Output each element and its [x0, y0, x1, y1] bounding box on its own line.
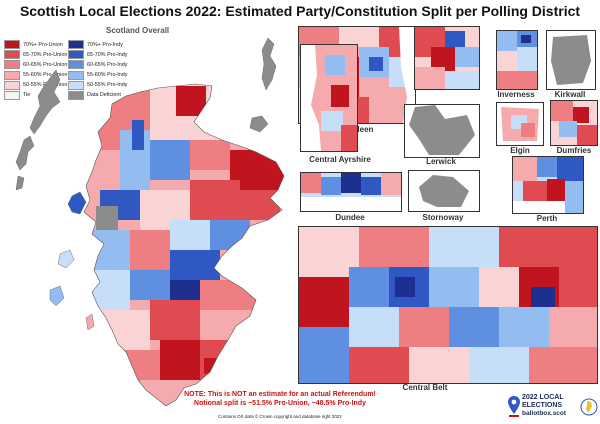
legend-label: 65-70% Pro-Union: [23, 51, 68, 58]
scotland-badge-icon: [580, 398, 598, 416]
inset-central-belt-map: [299, 227, 597, 383]
inset-stornoway: [408, 170, 480, 212]
inset-stornoway-map: [409, 171, 479, 211]
shetland-shape: [261, 37, 277, 91]
inset-central-ayrshire: [300, 44, 358, 152]
legend-label: Tie: [23, 92, 31, 99]
mainland-outline: [83, 83, 285, 407]
legend-item: 65-70% Pro-Union: [4, 50, 68, 60]
ballot-pin-icon: [508, 396, 520, 417]
inset-elgin: [496, 102, 544, 146]
legend-label: 70%+ Pro-Union: [23, 41, 63, 48]
inset-central-belt: [298, 226, 598, 384]
inset-north-map: [415, 27, 479, 89]
inset-lerwick: [404, 104, 480, 158]
inset-dundee-map: [301, 173, 401, 211]
legend-swatch: [4, 60, 20, 70]
inset-central-ayrshire-map: [301, 45, 357, 151]
brand-line-2: ELECTIONS: [522, 401, 563, 409]
legend-label: 50-55% Pro-Indy: [87, 82, 128, 89]
brand-logo: 2022 LOCAL ELECTIONS ballotbox.scot: [508, 394, 598, 422]
legend-swatch: [4, 50, 20, 60]
legend-swatch: [4, 80, 20, 90]
inset-label-central-ayrshire: Central Ayrshire: [309, 155, 371, 164]
skye-shape: [67, 191, 87, 215]
legend-swatch: [4, 40, 20, 49]
legend-label: 60-65% Pro-Union: [23, 61, 68, 68]
scotland-map: [15, 37, 285, 407]
inset-inverness-map: [497, 31, 537, 89]
inset-label-inverness: Inverness: [497, 90, 535, 99]
disclaimer-note: NOTE: This is NOT an estimate for an act…: [160, 391, 400, 408]
outer-hebrides-shape: [29, 69, 61, 135]
inset-kirkwall-map: [547, 31, 595, 89]
legend-swatch: [68, 60, 84, 70]
inset-lerwick-map: [405, 105, 479, 157]
inset-perth: [512, 156, 584, 214]
legend-item: 60-65% Pro-Indy: [68, 60, 128, 70]
legend-swatch: [4, 90, 20, 100]
inset-dundee-north: [414, 26, 480, 90]
inset-dundee: [300, 172, 402, 212]
inset-label-kirkwall: Kirkwall: [554, 90, 586, 99]
legend-swatch: [68, 80, 84, 90]
barra-shape: [15, 175, 25, 191]
legend-indy-column: 70%+ Pro-Indy 65-70% Pro-Indy 60-65% Pro…: [68, 40, 127, 101]
inset-dumfries-map: [551, 101, 597, 145]
inset-perth-map: [513, 157, 583, 213]
legend-item: 55-60% Pro-Union: [4, 70, 68, 80]
inset-label-stornoway: Stornoway: [422, 213, 464, 222]
note-line-1: NOTE: This is NOT an estimate for an act…: [184, 391, 376, 398]
legend-swatch: [68, 70, 84, 80]
inset-elgin-map: [497, 103, 543, 145]
islay-shape: [49, 285, 65, 307]
brand-line-1: 2022 LOCAL: [522, 394, 564, 401]
inset-label-elgin: Elgin: [510, 146, 530, 155]
copyright-credit: Contains OS data © Crown copyright and d…: [218, 414, 342, 419]
inset-kirkwall: [546, 30, 596, 90]
inset-label-central-belt: Central Belt: [402, 383, 448, 392]
legend-item: 70%+ Pro-Indy: [68, 40, 127, 49]
page-title: Scottish Local Elections 2022: Estimated…: [19, 3, 581, 19]
legend-item: 55-60% Pro-Indy: [68, 70, 128, 80]
inset-label-dumfries: Dumfries: [556, 146, 592, 155]
inset-inverness: [496, 30, 538, 90]
mull-shape: [57, 249, 75, 269]
legend-label: 55-60% Pro-Union: [23, 72, 68, 79]
inset-dumfries: [550, 100, 598, 146]
legend-swatch: [68, 40, 84, 49]
legend-item: 65-70% Pro-Indy: [68, 50, 128, 60]
legend-label: 55-60% Pro-Indy: [87, 72, 128, 79]
legend-label: 70%+ Pro-Indy: [87, 41, 123, 48]
legend-item: Data Deficient: [68, 90, 127, 100]
legend-label: 65-70% Pro-Indy: [87, 51, 128, 58]
legend-item: Tie: [4, 90, 67, 100]
legend-swatch: [68, 50, 84, 60]
inset-label-dundee: Dundee: [335, 213, 365, 222]
orkney-shape: [249, 115, 269, 133]
legend-label: 60-65% Pro-Indy: [87, 61, 128, 68]
legend-swatch: [68, 90, 84, 100]
brand-url: ballotbox.scot: [522, 410, 567, 417]
overall-map-label: Scotland Overall: [106, 26, 170, 35]
inset-label-lerwick: Lerwick: [426, 157, 456, 166]
arran-shape: [85, 313, 95, 331]
note-line-2: Notional split is ~51.5% Pro-Union, ~48.…: [194, 399, 366, 407]
legend-label: Data Deficient: [87, 92, 121, 99]
islands: [15, 37, 277, 331]
legend-item: 50-55% Pro-Indy: [68, 80, 128, 90]
uist-shape: [15, 135, 35, 171]
brand-text: 2022 LOCAL ELECTIONS: [522, 394, 564, 409]
legend-swatch: [4, 70, 20, 80]
inset-label-perth: Perth: [536, 214, 558, 223]
legend-item: 60-65% Pro-Union: [4, 60, 68, 70]
legend-item: 70%+ Pro-Union: [4, 40, 67, 49]
